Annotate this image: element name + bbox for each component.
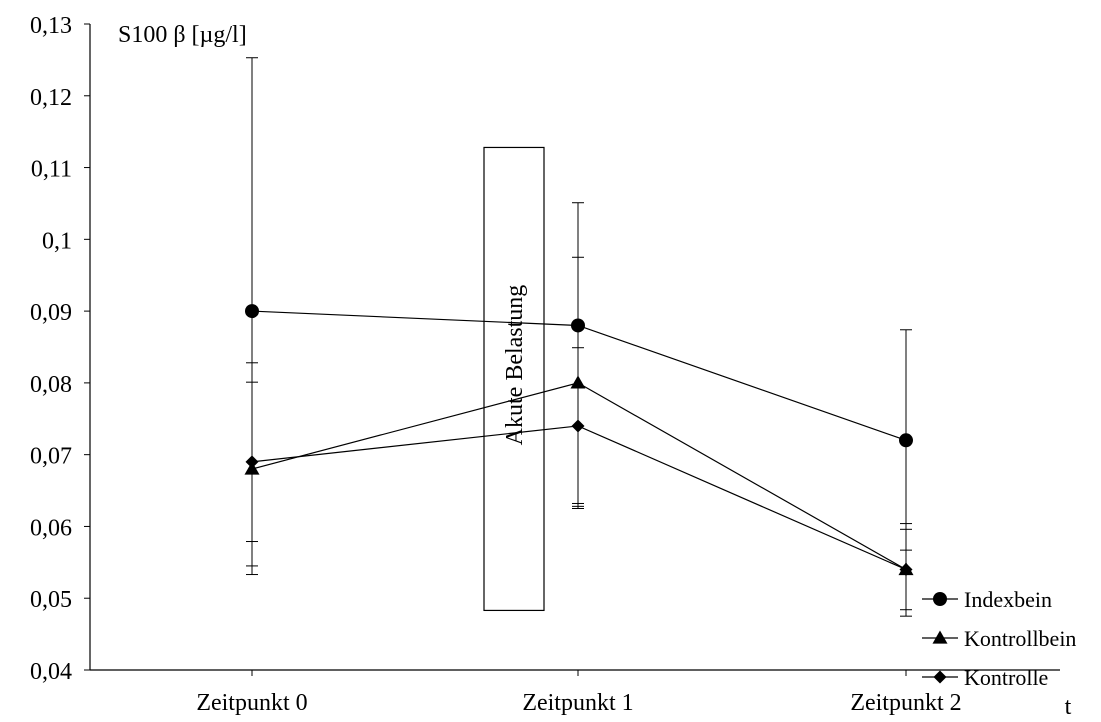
series-kontrolle [245, 347, 913, 611]
annotation-group: Akute Belastung [483, 146, 545, 612]
data-point [899, 433, 913, 448]
y-tick-label: 0,05 [30, 587, 72, 613]
legend-label: Kontrollbein [964, 626, 1076, 651]
series-kontrollbein [244, 202, 914, 617]
y-tick-label: 0,06 [30, 515, 72, 541]
y-tick-label: 0,13 [30, 13, 72, 39]
legend-item: Indexbein [922, 587, 1052, 612]
x-axis-label: t [1065, 694, 1072, 720]
x-tick-label: Zeitpunkt 2 [850, 690, 961, 716]
legend-marker [933, 670, 947, 684]
annotation-box [483, 146, 545, 612]
legend-item: Kontrollbein [922, 626, 1076, 651]
legend-label: Kontrolle [964, 665, 1048, 690]
data-point [571, 419, 585, 433]
data-point [899, 563, 913, 577]
y-tick-label: 0,09 [30, 300, 72, 326]
data-point [245, 455, 259, 469]
y-axis-label: S100 β [µg/l] [118, 22, 247, 48]
data-point [245, 304, 259, 319]
legend-label: Indexbein [964, 587, 1052, 612]
x-tick-label: Zeitpunkt 0 [196, 690, 307, 716]
y-tick-label: 0,08 [30, 372, 72, 398]
y-tick-label: 0,07 [30, 444, 72, 470]
series-line [251, 382, 907, 571]
y-tick-label: 0,04 [30, 659, 72, 685]
series-group [244, 57, 914, 617]
x-tick-label: Zeitpunkt 1 [522, 690, 633, 716]
series-indexbein [245, 57, 913, 567]
annotation-label: Akute Belastung [502, 285, 528, 446]
y-tick-label: 0,11 [31, 157, 72, 183]
y-tick-label: 0,12 [30, 85, 72, 111]
legend-item: Kontrolle [922, 665, 1048, 690]
axes: 0,04 0,05 0,06 0,07 0,08 0,09 0,1 0,11 0,12 0,13 Z… [30, 13, 1072, 720]
legend-marker [933, 592, 947, 606]
legend-marker [932, 630, 948, 644]
legend: Indexbein Kontrollbein Kontrolle [922, 587, 1076, 690]
series-line [251, 425, 907, 571]
y-tick-label: 0,1 [42, 228, 72, 254]
